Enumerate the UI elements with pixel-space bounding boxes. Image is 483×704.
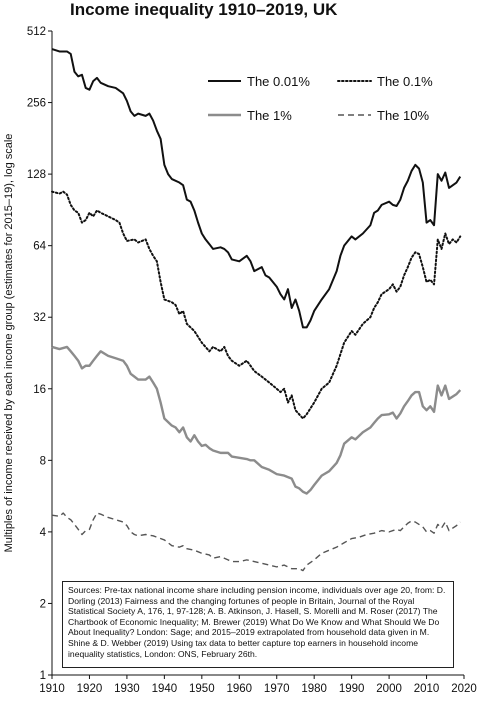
legend-label-2: The 1% xyxy=(247,108,292,123)
series-line-1 xyxy=(51,190,462,420)
y-tick-label: 64 xyxy=(33,241,46,253)
x-tick-label: 1990 xyxy=(339,683,365,695)
y-tick-label: 32 xyxy=(33,312,46,324)
y-tick-label: 2 xyxy=(40,598,46,610)
series-line-3 xyxy=(51,512,461,572)
x-tick-label: 1930 xyxy=(114,683,140,695)
chart-title: Income inequality 1910–2019, UK xyxy=(70,0,338,19)
x-tick-label: 2010 xyxy=(414,683,440,695)
legend: The 0.01% The 0.1% The 1% The 10% xyxy=(208,74,433,123)
y-axis-label: Multiples of income received by each inc… xyxy=(3,134,15,553)
x-tick-label: 1910 xyxy=(39,683,65,695)
x-tick-label: 1980 xyxy=(301,683,327,695)
legend-label-0: The 0.01% xyxy=(247,74,310,89)
series-line-0 xyxy=(51,48,462,329)
sources-note: Sources: Pre-tax national income share i… xyxy=(62,581,454,668)
x-tick-label: 1950 xyxy=(189,683,215,695)
legend-label-3: The 10% xyxy=(377,108,429,123)
y-tick-label: 512 xyxy=(27,26,46,38)
x-tick-label: 1960 xyxy=(226,683,252,695)
y-tick-label: 16 xyxy=(33,384,46,396)
x-tick-label: 2000 xyxy=(376,683,402,695)
y-tick-label: 256 xyxy=(27,98,46,110)
y-tick-label: 4 xyxy=(40,527,47,539)
y-tick-label: 128 xyxy=(27,169,46,181)
series-layer xyxy=(51,48,462,572)
x-tick-label: 1920 xyxy=(77,683,103,695)
y-tick-label: 8 xyxy=(40,455,46,467)
axes: 1 2 4 8 16 32 64 128 256 512 1910 1920 1930 1940 1950 1… xyxy=(3,26,477,695)
series-line-2 xyxy=(51,345,462,495)
legend-label-1: The 0.1% xyxy=(377,74,433,89)
x-tick-label: 1940 xyxy=(152,683,178,695)
y-tick-label: 1 xyxy=(40,670,46,682)
x-tick-label: 2020 xyxy=(451,683,477,695)
x-tick-label: 1970 xyxy=(264,683,290,695)
